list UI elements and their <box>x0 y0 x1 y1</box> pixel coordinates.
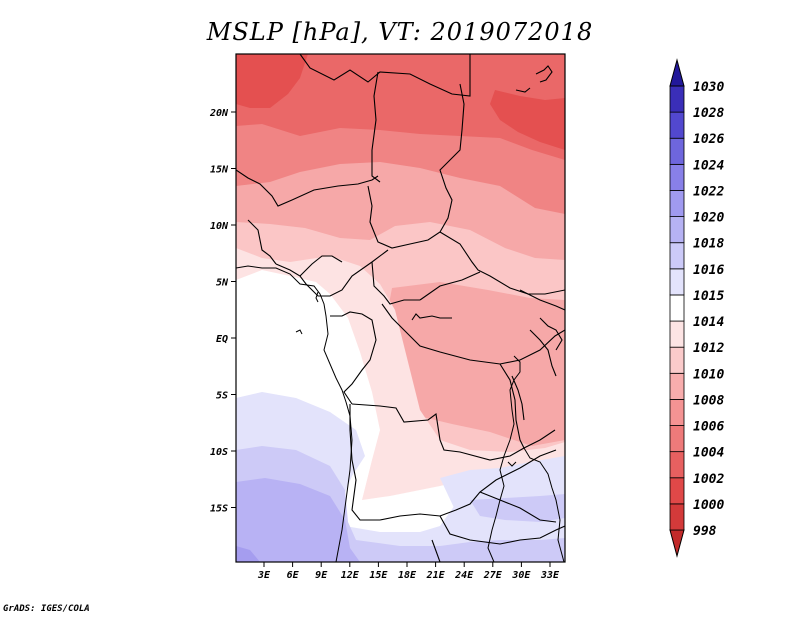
colorbar-label: 1000 <box>693 498 724 513</box>
lat-label: 15N <box>210 165 229 176</box>
colorbar-label: 1016 <box>693 263 724 278</box>
colorbar-label: 1014 <box>693 315 724 330</box>
colorbar-label: 1024 <box>693 158 724 173</box>
colorbar-label: 1008 <box>693 393 724 408</box>
lon-label: 9E <box>315 570 328 581</box>
colorbar-high-triangle <box>669 58 685 87</box>
lat-label: 5N <box>216 278 229 289</box>
colorbar: 998 1000 1002 1004 1006 1008 1010 1012 1014 1015 1… <box>669 58 724 558</box>
colorbar-label: 998 <box>693 524 717 539</box>
colorbar-cell <box>669 137 685 165</box>
country-borders <box>236 54 565 562</box>
colorbar-cell <box>669 451 685 479</box>
colorbar-label: 1012 <box>693 341 724 356</box>
lon-label: 33E <box>540 570 560 581</box>
colorbar-label: 1022 <box>693 184 724 199</box>
grads-credit: GrADS: IGES/COLA <box>3 604 90 614</box>
field-1004-east <box>490 90 565 150</box>
longitude-axis: 3E 6E 9E 12E 15E 18E 21E 24E 27E 30E 33E <box>257 562 560 581</box>
colorbar-label: 1026 <box>693 132 724 147</box>
colorbar-cell <box>669 163 685 191</box>
colorbar-cell <box>669 503 685 531</box>
field-1004-west <box>236 54 308 108</box>
colorbar-cell <box>669 216 685 244</box>
colorbar-cell <box>669 242 685 270</box>
lon-label: 18E <box>398 570 417 581</box>
colorbar-cell <box>669 268 685 296</box>
lat-label: 20N <box>209 108 229 119</box>
colorbar-cell <box>669 320 685 348</box>
lon-label: 3E <box>257 570 271 581</box>
colorbar-low-triangle <box>669 529 685 558</box>
colorbar-cell <box>669 425 685 453</box>
field-1006 <box>236 54 565 160</box>
lon-label: 21E <box>426 570 446 581</box>
colorbar-label: 1010 <box>693 367 724 382</box>
colorbar-label: 1030 <box>693 80 724 95</box>
colorbar-label: 1028 <box>693 106 724 121</box>
lon-label: 15E <box>369 570 388 581</box>
field-1020 <box>236 478 360 562</box>
lat-label: EQ <box>216 334 228 345</box>
lat-label: 15S <box>210 504 228 515</box>
colorbar-label: 1004 <box>693 446 724 461</box>
colorbar-cell <box>669 85 685 113</box>
lon-label: 27E <box>483 570 503 581</box>
colorbar-label: 1002 <box>693 472 724 487</box>
colorbar-cell <box>669 190 685 217</box>
field-1018-east <box>470 494 565 522</box>
latitude-axis: 20N 15N 10N 5N EQ 5S 10S 15S <box>209 108 236 515</box>
colorbar-label: 1006 <box>693 420 724 435</box>
lon-label: 12E <box>341 570 360 581</box>
colorbar-cell <box>669 372 685 400</box>
lon-label: 30E <box>511 570 531 581</box>
colorbar-cell <box>669 346 685 374</box>
field-1010-center <box>380 282 565 446</box>
pressure-field <box>236 54 565 562</box>
colorbar-cell <box>669 399 685 426</box>
lon-label: 6E <box>287 570 300 581</box>
map-frame <box>235 53 566 563</box>
colorbar-label: 1015 <box>693 289 724 304</box>
coastline <box>236 265 565 562</box>
lon-label: 24E <box>454 570 474 581</box>
colorbar-cell <box>669 477 685 505</box>
colorbar-label: 1020 <box>693 211 724 226</box>
colorbar-label: 1018 <box>693 237 724 252</box>
lat-label: 5S <box>216 391 228 402</box>
colorbar-cell <box>669 294 685 322</box>
lat-label: 10N <box>210 221 229 232</box>
field-1022 <box>236 546 260 562</box>
map-title: MSLP [hPa], VT: 2019072018 <box>206 18 594 46</box>
colorbar-cell <box>669 111 685 139</box>
lat-label: 10S <box>210 447 228 458</box>
